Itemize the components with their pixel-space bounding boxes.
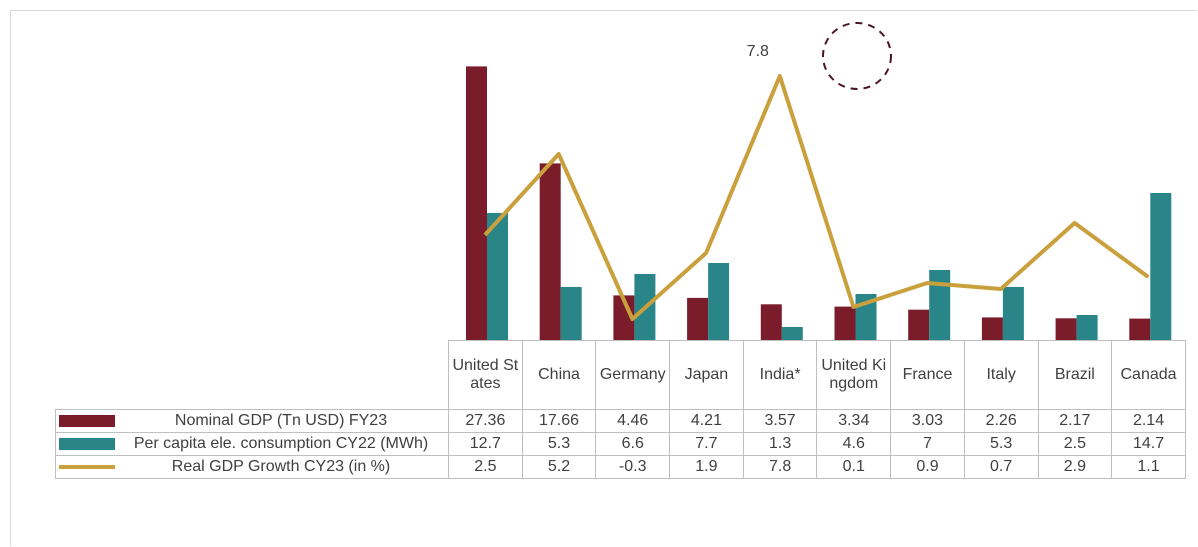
table-value: 0.7 [963, 455, 1039, 479]
legend-label: Per capita ele. consumption CY22 (MWh) [133, 435, 429, 452]
bar [687, 297, 709, 340]
data-table: United States China Germany Japan India* Unit… [55, 340, 1186, 479]
table-value: 4.6 [816, 432, 892, 456]
table-value: 2.17 [1037, 409, 1113, 433]
bar [1150, 193, 1172, 340]
legend-cell: Per capita ele. consumption CY22 (MWh) [55, 432, 449, 456]
bar [613, 295, 635, 340]
table-value: 7 [890, 432, 965, 456]
table-value: 2.14 [1111, 409, 1186, 433]
x-tick-label: India* [742, 340, 818, 410]
legend-swatch [59, 465, 115, 469]
legend-entry: Real GDP Growth CY23 (in %) [59, 458, 445, 476]
bar [929, 270, 951, 340]
bar [760, 304, 782, 340]
blank-cell [55, 340, 449, 410]
table-value: 5.3 [963, 432, 1039, 456]
table-value: 2.26 [963, 409, 1039, 433]
x-tick-label: United States [448, 340, 523, 410]
category-row: United States China Germany Japan India* Unit… [55, 340, 1186, 410]
x-tick-label: Germany [595, 340, 671, 410]
bar [487, 213, 508, 340]
bar [560, 287, 582, 340]
bar [834, 306, 856, 340]
x-tick-label: Canada [1111, 340, 1186, 410]
legend-entry: Per capita ele. consumption CY22 (MWh) [59, 435, 445, 453]
bar [539, 163, 561, 340]
bar [908, 309, 930, 340]
table-value: 14.7 [1111, 432, 1186, 456]
table-value: 17.66 [521, 409, 597, 433]
series-row: Nominal GDP (Tn USD) FY23 27.36 17.66 4.46 4… [55, 409, 1186, 433]
table-value: 0.1 [816, 455, 892, 479]
table-value: 2.5 [448, 455, 523, 479]
table-value: 4.46 [595, 409, 671, 433]
table-value: -0.3 [595, 455, 671, 479]
series-row: Per capita ele. consumption CY22 (MWh) 12… [55, 432, 1186, 456]
bar [1076, 315, 1098, 340]
x-tick-label: France [890, 340, 965, 410]
table-value: 3.03 [890, 409, 965, 433]
bar [466, 66, 487, 341]
table-value: 1.1 [1111, 455, 1186, 479]
bar [981, 317, 1003, 340]
x-tick-label: Japan [669, 340, 744, 410]
legend-entry: Nominal GDP (Tn USD) FY23 [59, 412, 445, 430]
bar [781, 327, 803, 340]
table-value: 0.9 [890, 455, 965, 479]
x-tick-label: Italy [963, 340, 1039, 410]
table-value: 2.5 [1037, 432, 1113, 456]
line [483, 74, 1150, 321]
legend-label: Nominal GDP (Tn USD) FY23 [174, 412, 388, 429]
table-value: 1.3 [742, 432, 818, 456]
x-tick-label: China [521, 340, 597, 410]
data-label: 7.8 [747, 43, 769, 60]
legend-swatch [59, 415, 115, 427]
table-value: 7.8 [742, 455, 818, 479]
table-value: 2.9 [1037, 455, 1113, 479]
legend-mark [59, 415, 115, 427]
table-value: 4.21 [669, 409, 744, 433]
table-value: 3.34 [816, 409, 892, 433]
bar [708, 263, 730, 340]
legend-mark [59, 438, 115, 450]
table-value: 27.36 [448, 409, 523, 433]
frame [10, 10, 1197, 546]
legend-swatch [59, 438, 115, 450]
table-value: 1.9 [669, 455, 744, 479]
x-tick-label: Brazil [1037, 340, 1113, 410]
table-value: 5.2 [521, 455, 597, 479]
highlight-circle [822, 22, 892, 90]
bar [1002, 287, 1024, 340]
legend-cell: Real GDP Growth CY23 (in %) [55, 455, 449, 479]
x-tick-label: United Kingdom [816, 340, 892, 410]
table-value: 7.7 [669, 432, 744, 456]
table-value: 12.7 [448, 432, 523, 456]
bar [1055, 318, 1077, 340]
table-value: 3.57 [742, 409, 818, 433]
legend-label: Real GDP Growth CY23 (in %) [171, 458, 391, 475]
series-row: Real GDP Growth CY23 (in %) 2.5 5.2 -0.3 1.9… [55, 455, 1186, 479]
table-value: 5.3 [521, 432, 597, 456]
legend-cell: Nominal GDP (Tn USD) FY23 [55, 409, 449, 433]
table-value: 6.6 [595, 432, 671, 456]
bar [1129, 318, 1151, 340]
